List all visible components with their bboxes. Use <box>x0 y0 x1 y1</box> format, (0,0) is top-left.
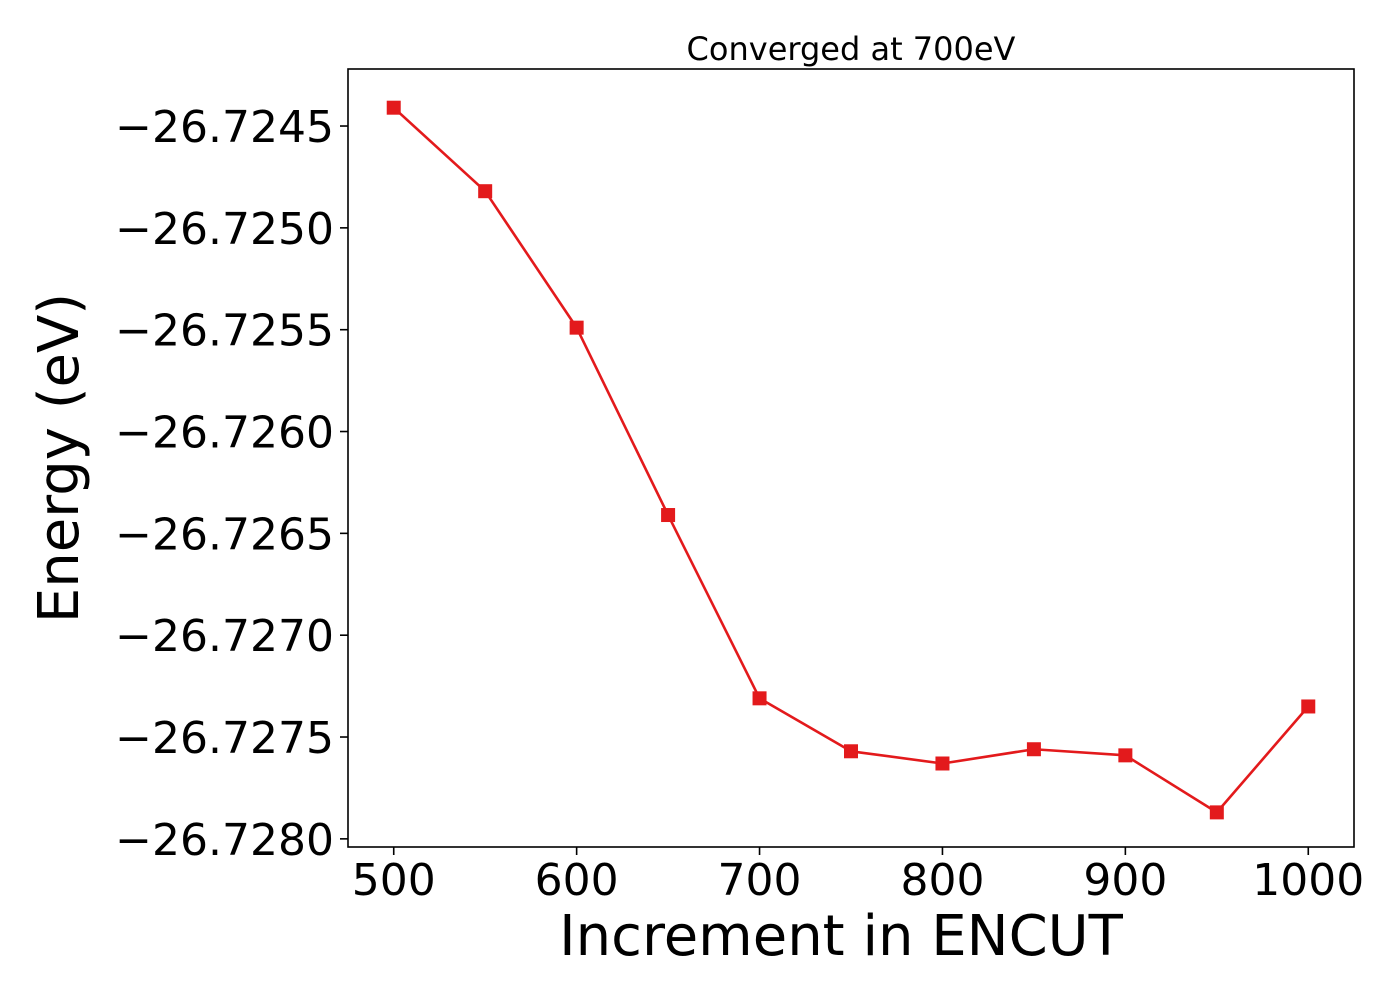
x-tick-label: 600 <box>535 855 619 906</box>
y-tick-label: −26.7270 <box>115 611 334 662</box>
data-point-marker <box>1118 748 1133 763</box>
x-axis-label: Increment in ENCUT <box>559 904 1124 969</box>
data-point-marker <box>478 184 493 199</box>
x-tick-label: 900 <box>1083 855 1167 906</box>
data-point-marker <box>1026 742 1041 757</box>
data-point-marker <box>1209 805 1224 820</box>
x-tick-label: 500 <box>352 855 436 906</box>
y-tick-label: −26.7260 <box>115 408 334 459</box>
series-layer <box>386 100 1316 820</box>
y-tick-label: −26.7245 <box>115 102 334 153</box>
y-tick-label: −26.7265 <box>115 509 334 560</box>
plot-frame <box>347 68 1355 848</box>
chart-title: Converged at 700eV <box>687 30 1016 68</box>
y-axis-ticks: −26.7245 −26.7250 −26.7255 −26.7260 −26.7265… <box>115 102 348 866</box>
y-tick-label: −26.7275 <box>115 713 334 764</box>
data-point-marker <box>1301 699 1316 714</box>
series-line <box>392 106 1310 814</box>
data-point-marker <box>844 744 858 759</box>
x-tick-label: 1000 <box>1252 855 1364 906</box>
y-tick-label: −26.7280 <box>115 815 334 866</box>
data-point-marker <box>569 320 584 335</box>
data-point-marker <box>386 100 401 115</box>
data-point-marker <box>935 756 950 771</box>
data-point-marker <box>661 508 676 523</box>
y-tick-label: −26.7255 <box>115 306 334 357</box>
x-axis-ticks: 500 600 700 800 900 1000 <box>352 847 1364 906</box>
y-tick-label: −26.7250 <box>115 204 334 255</box>
x-tick-label: 800 <box>900 855 984 906</box>
x-tick-label: 700 <box>718 855 802 906</box>
y-axis-label: Energy (eV) <box>27 293 92 623</box>
data-point-marker <box>752 691 767 706</box>
